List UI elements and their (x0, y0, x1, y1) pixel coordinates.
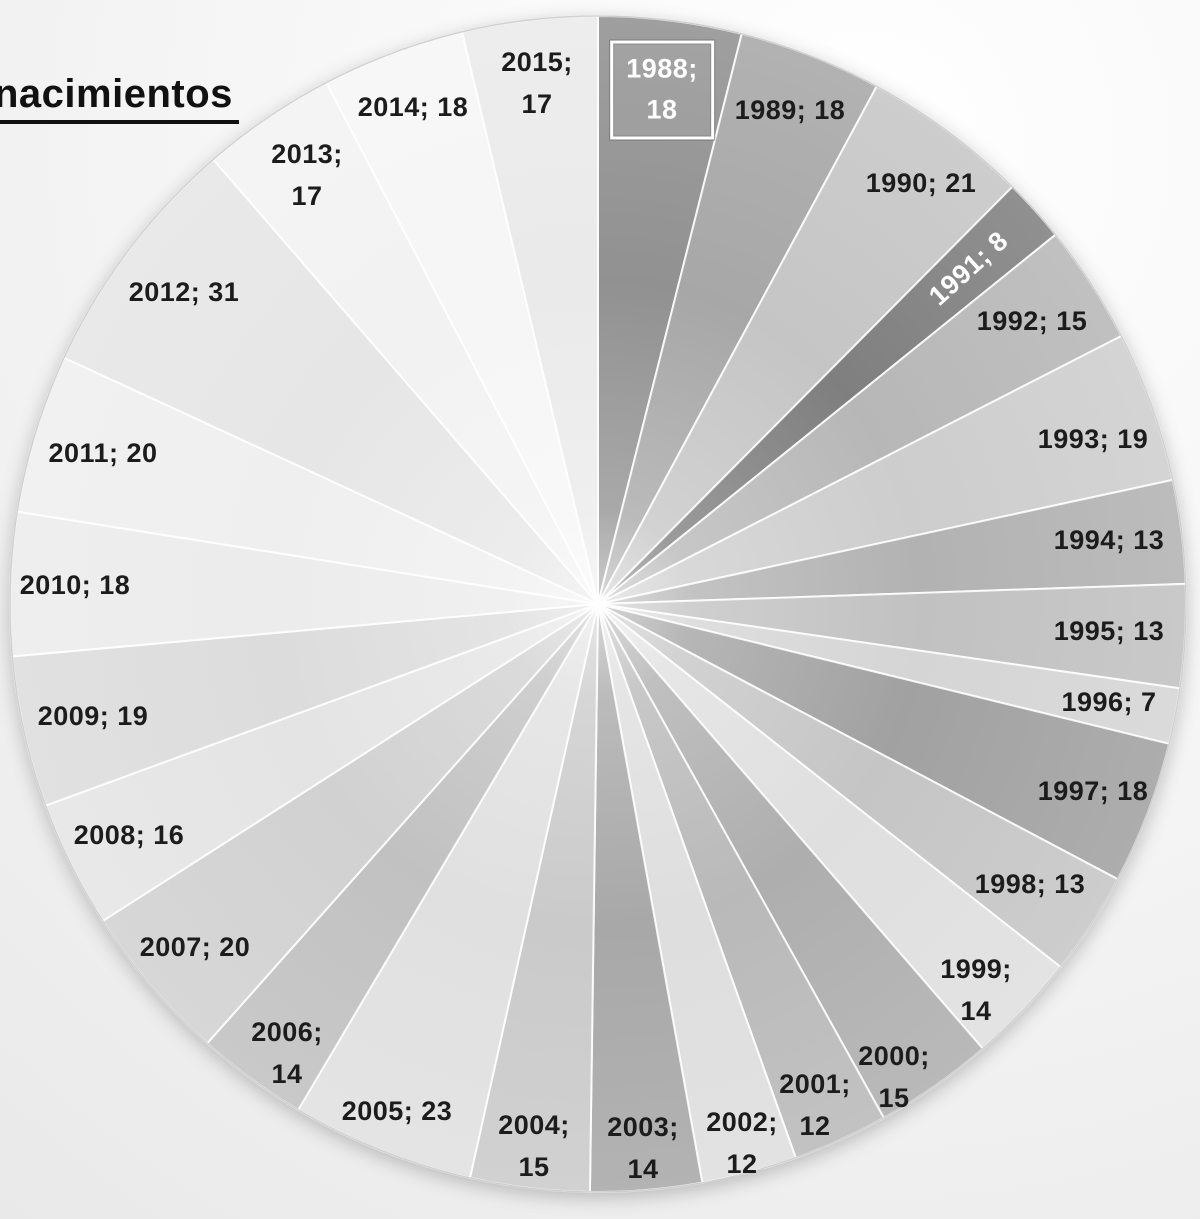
pie-slice-2012 (63, 158, 599, 605)
pie-slice-2005 (297, 603, 599, 1179)
pie-rim (9, 15, 1187, 1193)
pie-slice-1990 (597, 85, 1014, 605)
pie-slice-2015 (461, 15, 599, 605)
chart-title: nacimientos (0, 72, 239, 124)
